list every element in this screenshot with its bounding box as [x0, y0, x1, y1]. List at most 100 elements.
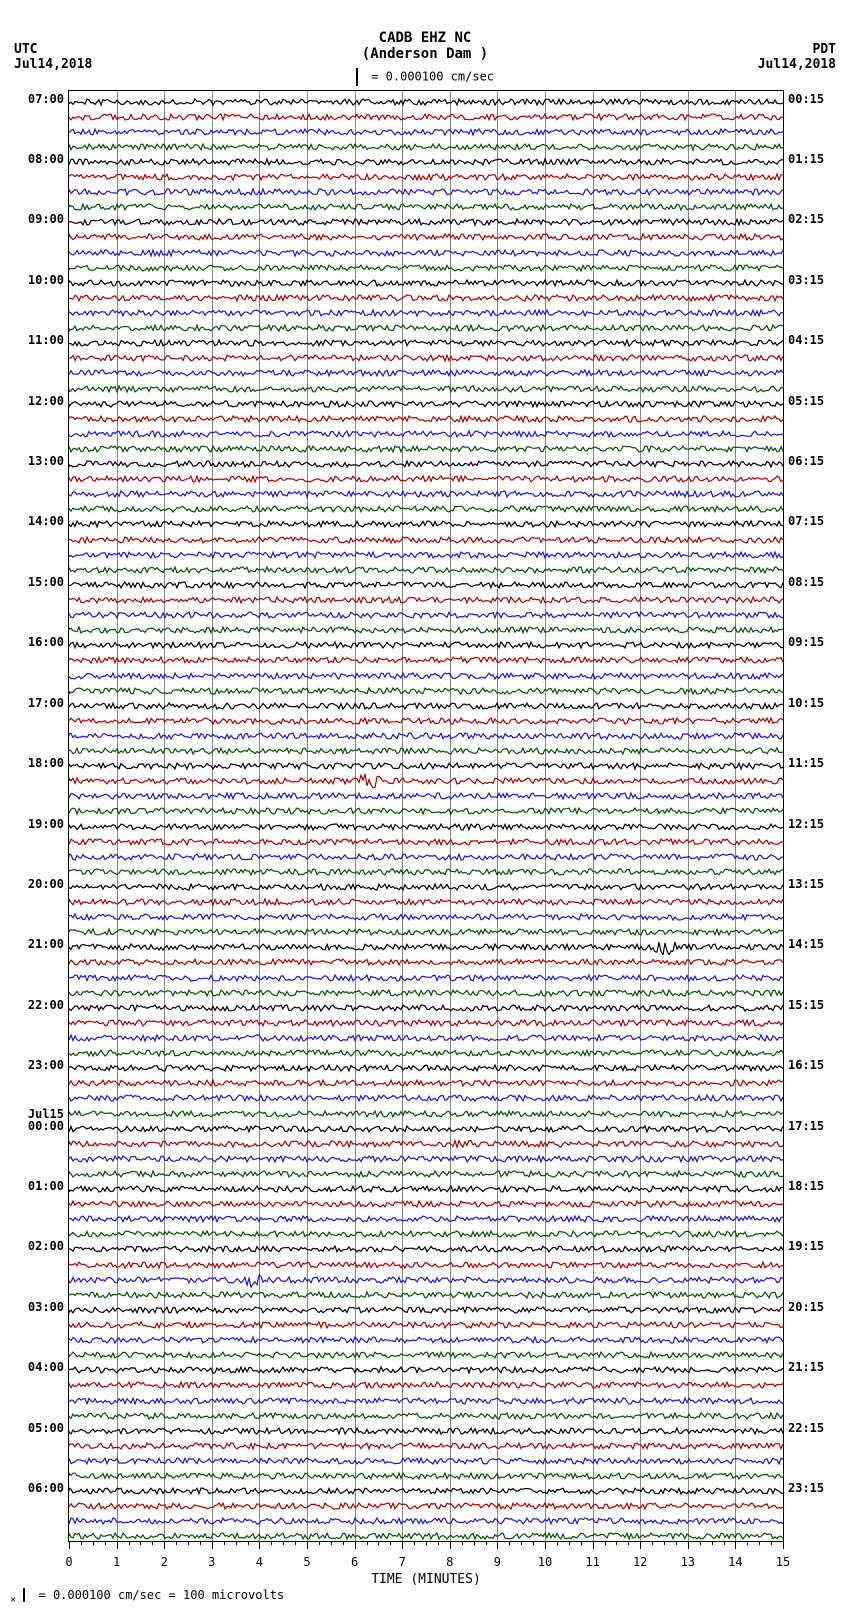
utc-time-label: 06:00: [14, 1481, 64, 1495]
trace-svg: [69, 396, 783, 412]
trace-svg: [69, 864, 783, 880]
trace-path: [69, 340, 783, 346]
trace-svg: [69, 1211, 783, 1227]
trace-row: [69, 642, 783, 643]
trace-svg: [69, 1136, 783, 1152]
pdt-zone: PDT: [758, 42, 836, 57]
trace-row: [69, 1080, 783, 1081]
trace-svg: [69, 1015, 783, 1031]
trace-row: [69, 1518, 783, 1519]
trace-svg: [69, 154, 783, 170]
trace-row: [69, 612, 783, 613]
trace-row: [69, 114, 783, 115]
trace-row: [69, 1201, 783, 1202]
utc-time-label: 12:00: [14, 394, 64, 408]
trace-svg: [69, 214, 783, 230]
trace-svg: [69, 1000, 783, 1016]
trace-path: [69, 310, 783, 316]
trace-row: [69, 899, 783, 900]
trace-svg: [69, 1196, 783, 1212]
trace-svg: [69, 834, 783, 850]
trace-row: [69, 295, 783, 296]
trace-svg: [69, 728, 783, 744]
trace-path: [69, 748, 783, 754]
trace-path: [69, 733, 783, 739]
trace-path: [69, 476, 783, 482]
trace-path: [69, 793, 783, 799]
utc-time-label: 13:00: [14, 454, 64, 468]
utc-time-label: 02:00: [14, 1239, 64, 1253]
plot-area: TIME (MINUTES) 012345678910111213141507:…: [68, 90, 784, 1542]
trace-svg: [69, 1483, 783, 1499]
trace-row: [69, 1141, 783, 1142]
x-tick-label: 5: [303, 1555, 310, 1569]
pdt-time-label: 17:15: [788, 1119, 838, 1133]
trace-row: [69, 673, 783, 674]
trace-svg: [69, 94, 783, 110]
trace-path: [69, 824, 783, 830]
trace-path: [69, 869, 783, 875]
trace-path: [69, 1337, 783, 1343]
utc-time-label: 03:00: [14, 1300, 64, 1314]
trace-row: [69, 824, 783, 825]
trace-row: [69, 189, 783, 190]
trace-svg: [69, 1362, 783, 1378]
utc-corner: UTC Jul14,2018: [14, 42, 92, 72]
trace-row: [69, 597, 783, 598]
trace-row: [69, 1095, 783, 1096]
trace-row: [69, 1262, 783, 1263]
trace-svg: [69, 1513, 783, 1529]
trace-svg: [69, 1393, 783, 1409]
trace-svg: [69, 1257, 783, 1273]
trace-path: [69, 234, 783, 240]
trace-row: [69, 1473, 783, 1474]
trace-path: [69, 990, 783, 996]
trace-row: [69, 506, 783, 507]
footer-scale-text: = 0.000100 cm/sec = 100 microvolts: [39, 1588, 285, 1602]
trace-path: [69, 129, 783, 135]
seismogram-container: CADB EHZ NC (Anderson Dam ) = 0.000100 c…: [0, 0, 850, 1613]
trace-path: [69, 1111, 783, 1117]
utc-time-label: 10:00: [14, 273, 64, 287]
trace-path: [69, 506, 783, 512]
trace-svg: [69, 1528, 783, 1544]
trace-svg: [69, 758, 783, 774]
x-tick-label: 2: [161, 1555, 168, 1569]
trace-row: [69, 1307, 783, 1308]
trace-svg: [69, 970, 783, 986]
trace-row: [69, 1322, 783, 1323]
trace-row: [69, 808, 783, 809]
trace-path: [69, 295, 783, 301]
utc-time-label: 16:00: [14, 635, 64, 649]
trace-path: [69, 1065, 783, 1071]
trace-path: [69, 775, 783, 788]
trace-path: [69, 174, 783, 180]
trace-row: [69, 1337, 783, 1338]
trace-path: [69, 1035, 783, 1041]
scale-text: = 0.000100 cm/sec: [371, 70, 494, 84]
utc-time-label: 05:00: [14, 1421, 64, 1435]
trace-path: [69, 1533, 783, 1539]
trace-svg: [69, 668, 783, 684]
trace-row: [69, 793, 783, 794]
trace-row: [69, 657, 783, 658]
trace-path: [69, 144, 783, 150]
trace-svg: [69, 290, 783, 306]
trace-svg: [69, 1060, 783, 1076]
x-tick-label: 9: [494, 1555, 501, 1569]
trace-row: [69, 1413, 783, 1414]
trace-svg: [69, 245, 783, 261]
utc-time-label: 14:00: [14, 514, 64, 528]
trace-path: [69, 612, 783, 618]
trace-row: [69, 1020, 783, 1021]
trace-path: [69, 627, 783, 633]
trace-path: [69, 718, 783, 724]
trace-svg: [69, 305, 783, 321]
trace-path: [69, 582, 783, 588]
trace-path: [69, 1503, 783, 1509]
pdt-time-label: 08:15: [788, 575, 838, 589]
trace-svg: [69, 562, 783, 578]
utc-time-label: Jul1500:00: [14, 1107, 64, 1133]
trace-svg: [69, 501, 783, 517]
utc-time-label: 20:00: [14, 877, 64, 891]
